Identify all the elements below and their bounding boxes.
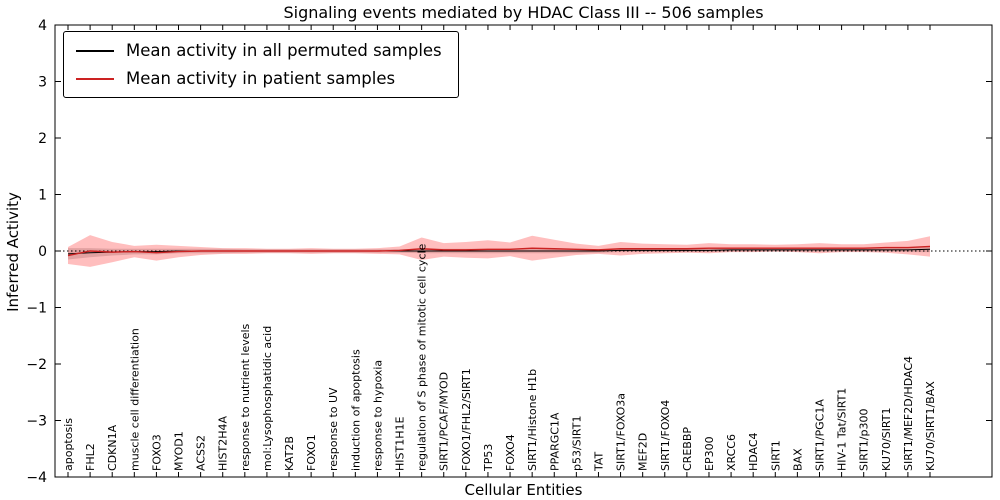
chart-title: Signaling events mediated by HDAC Class … xyxy=(283,3,764,22)
legend: Mean activity in all permuted samples Me… xyxy=(63,31,459,98)
legend-line-swatch-permuted xyxy=(76,49,114,52)
x-tick-label: FOXO1/FHL2/SIRT1 xyxy=(460,368,473,471)
x-tick-label: SIRT1/FOXO4 xyxy=(659,400,672,471)
x-tick-label: HIV-1 Tat/SIRT1 xyxy=(836,388,849,471)
y-tick-label: 1 xyxy=(38,188,47,204)
x-tick-label: CDKN1A xyxy=(106,424,119,471)
x-tick-label: mol:Lysophosphatidic acid xyxy=(261,326,274,471)
x-tick-label: SIRT1/Histone H1b xyxy=(526,369,539,471)
y-tick-label: −2 xyxy=(26,357,47,373)
x-tick-label: TP53 xyxy=(482,444,495,472)
legend-item: Mean activity in all permuted samples xyxy=(76,41,442,60)
x-tick-label: regulation of S phase of mitotic cell cy… xyxy=(416,243,429,471)
x-tick-label: SIRT1/PCAF/MYOD xyxy=(438,372,451,471)
x-tick-label: response to UV xyxy=(327,387,340,471)
x-tick-label: HIST2H4A xyxy=(217,416,230,471)
x-tick-label: ACSS2 xyxy=(195,435,208,471)
x-tick-label: KU70/SIRT1/BAX xyxy=(924,381,937,471)
x-tick-label: FOXO1 xyxy=(305,434,318,471)
x-tick-label: SIRT1/FOXO3a xyxy=(615,393,628,471)
y-tick-label: 3 xyxy=(38,75,47,91)
y-tick-label: 4 xyxy=(38,18,47,34)
x-tick-label: KAT2B xyxy=(283,436,296,471)
x-tick-label: FOXO3 xyxy=(150,434,163,471)
y-tick-label: −4 xyxy=(26,470,47,486)
patient-mean-line xyxy=(67,245,931,257)
x-tick-label: SIRT1 xyxy=(769,440,782,471)
legend-label: Mean activity in patient samples xyxy=(126,69,396,88)
x-tick-label: HIST1H1E xyxy=(394,417,407,471)
x-tick-label: XRCC6 xyxy=(725,434,738,471)
x-tick-label: SIRT1/p300 xyxy=(858,409,871,471)
x-tick-label: EP300 xyxy=(703,436,716,471)
legend-line-swatch-patient xyxy=(76,77,114,80)
legend-label: Mean activity in all permuted samples xyxy=(126,41,442,60)
x-tick-label: SIRT1/PGC1A xyxy=(813,399,826,471)
x-tick-label: FOXO4 xyxy=(504,434,517,471)
x-tick-label: SIRT1/MEF2D/HDAC4 xyxy=(902,356,915,471)
y-tick-label: 0 xyxy=(38,244,47,260)
x-tick-label: KU70/SIRT1 xyxy=(880,408,893,471)
x-tick-label: apoptosis xyxy=(62,418,75,471)
x-tick-label: induction of apoptosis xyxy=(349,349,362,471)
x-tick-label: MEF2D xyxy=(637,433,650,471)
x-axis-label: Cellular Entities xyxy=(464,481,583,499)
y-tick-label: −1 xyxy=(26,301,47,317)
permuted-band xyxy=(68,246,930,260)
x-tick-label: p53/SIRT1 xyxy=(570,416,583,471)
x-tick-label: BAX xyxy=(791,448,804,471)
y-tick-label: −3 xyxy=(26,414,47,430)
x-tick-label: response to nutrient levels xyxy=(239,323,252,471)
x-tick-label: HDAC4 xyxy=(747,432,760,471)
x-tick-label: response to hypoxia xyxy=(371,360,384,471)
legend-item: Mean activity in patient samples xyxy=(76,69,442,88)
x-tick-label: MYOD1 xyxy=(173,431,186,471)
y-tick-label: 2 xyxy=(38,131,47,147)
x-tick-label: TAT xyxy=(592,451,605,472)
x-tick-label: muscle cell differentiation xyxy=(128,328,141,471)
x-tick-label: CREBBP xyxy=(681,427,694,471)
x-tick-label: FHL2 xyxy=(84,443,97,471)
x-tick-label: PPARGC1A xyxy=(548,412,561,471)
